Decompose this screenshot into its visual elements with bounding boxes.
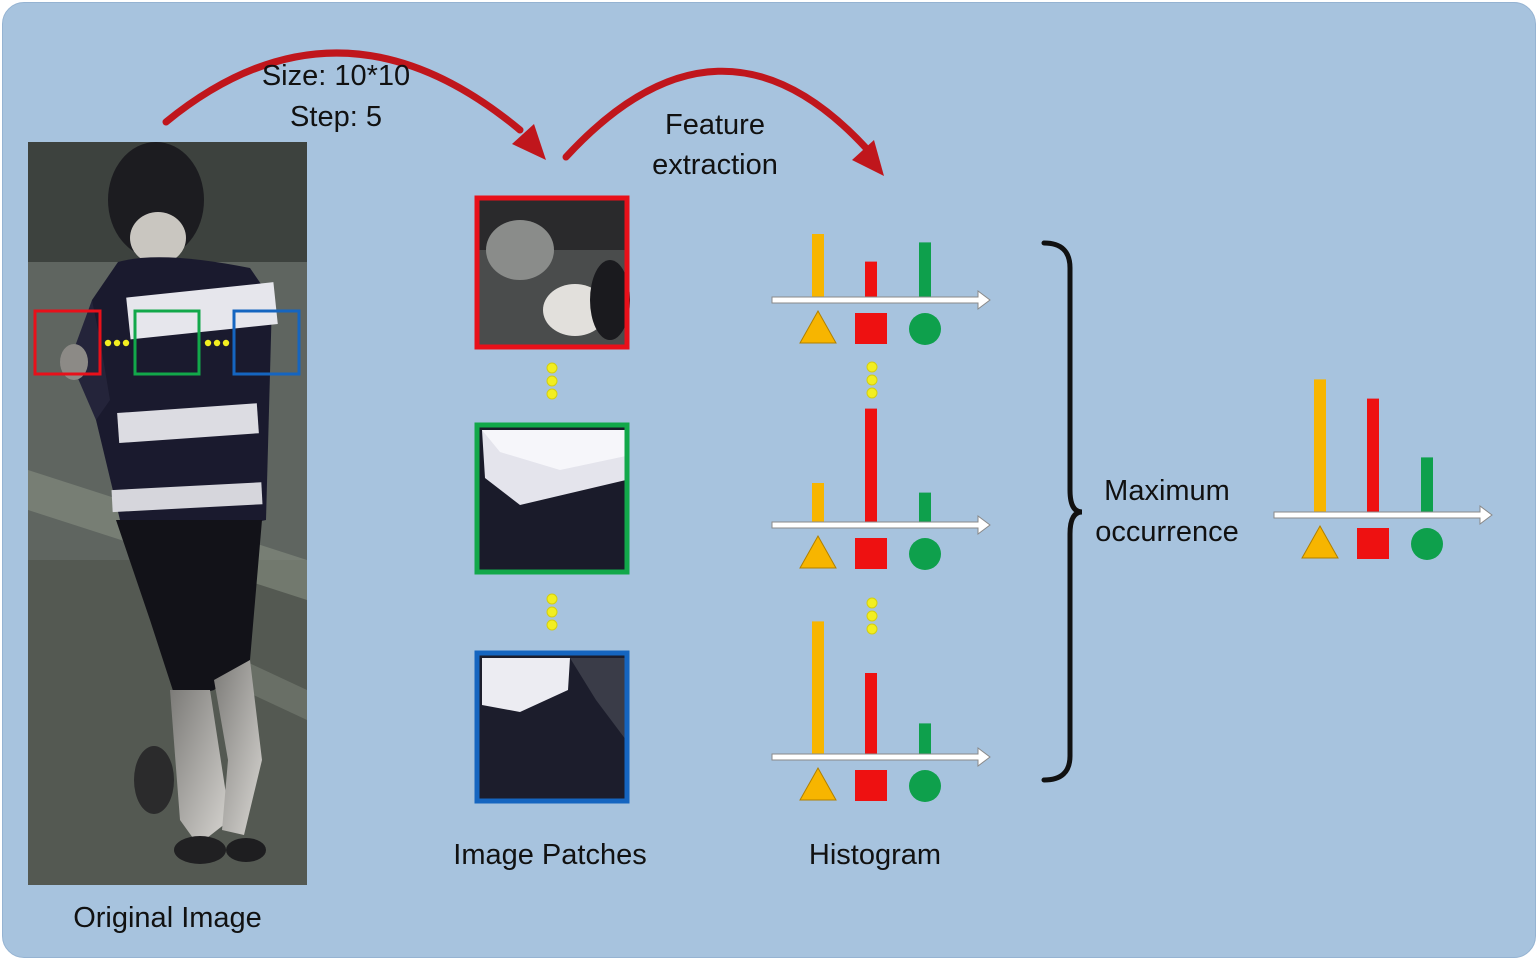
square-icon (1357, 528, 1389, 559)
square-icon (855, 770, 887, 801)
patch-red-enlarged (474, 195, 630, 350)
histograms (771, 234, 1493, 802)
histogram-axis-arrow (771, 515, 991, 535)
blue-patch-histogram (771, 621, 991, 802)
vertical-ellipsis-dots-patches (546, 362, 558, 631)
blue-patch-box (232, 309, 301, 376)
extraction-label: extraction (652, 149, 778, 181)
circle-icon (909, 770, 941, 802)
histogram-axis-arrow (771, 290, 991, 310)
horizontal-ellipsis-dots (104, 339, 230, 347)
histogram-bar (919, 723, 931, 757)
patch-green-enlarged (474, 422, 630, 575)
histogram-bar (865, 673, 877, 757)
sampling-arrow (162, 49, 546, 160)
triangle-icon (799, 534, 837, 569)
triangle-icon (799, 766, 837, 801)
square-icon (855, 538, 887, 569)
size-label: Size: 10*10 (261, 60, 411, 92)
histogram-bar (812, 483, 824, 525)
curly-brace (1041, 240, 1083, 783)
square-icon (855, 313, 887, 344)
red-patch-histogram (771, 234, 991, 345)
histogram-axis-arrow (771, 747, 991, 767)
histogram-bar (919, 242, 931, 300)
maximum-occurrence-histogram (1273, 379, 1493, 560)
original-image (28, 142, 307, 885)
step-label: Step: 5 (290, 101, 382, 133)
patch-blue-enlarged (474, 650, 630, 804)
maximum-label: Maximum (1104, 475, 1230, 507)
green-patch-box (133, 309, 201, 376)
histogram-bar (865, 261, 877, 300)
circle-icon (909, 313, 941, 345)
histogram-axis-arrow (1273, 505, 1493, 525)
histogram-bar (919, 492, 931, 525)
image-patches-caption: Image Patches (453, 839, 647, 871)
triangle-icon (1301, 524, 1339, 559)
histogram-bar (1421, 457, 1433, 515)
feature-extraction-arrow (562, 67, 884, 176)
histogram-caption: Histogram (808, 839, 942, 871)
circle-icon (909, 538, 941, 570)
red-patch-box (33, 309, 102, 376)
feature-label: Feature (665, 109, 765, 141)
green-patch-histogram (771, 408, 991, 570)
triangle-icon (799, 309, 837, 344)
circle-icon (1411, 528, 1443, 560)
vertical-ellipsis-dots-histograms (866, 361, 878, 635)
original-image-caption: Original Image (73, 902, 262, 934)
histogram-bar (1314, 379, 1326, 515)
histogram-bar (1367, 398, 1379, 515)
histogram-bar (865, 408, 877, 525)
histogram-bar (812, 621, 824, 757)
occurrence-label: occurrence (1095, 516, 1239, 548)
histogram-bar (812, 234, 824, 300)
